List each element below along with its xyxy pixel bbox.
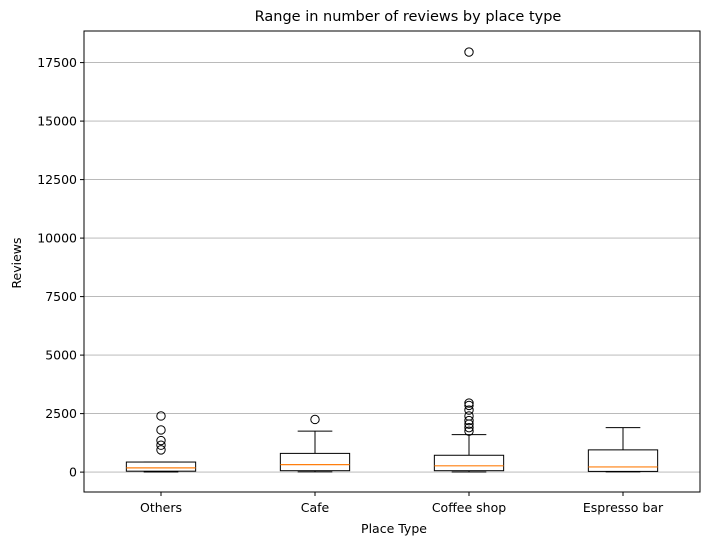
plot-area-frame [83, 30, 701, 493]
outlier-point [156, 435, 166, 446]
outlier-point [156, 411, 166, 421]
x-tick-label: Espresso bar [583, 500, 664, 515]
x-tick-label: Others [140, 500, 182, 515]
outlier-point [464, 422, 474, 433]
outlier-point [310, 414, 320, 425]
outlier-point [156, 445, 166, 455]
box-group-others [125, 411, 197, 473]
grid-lines [84, 62, 700, 473]
outlier-point [464, 400, 474, 411]
outlier-point [464, 405, 474, 415]
chart-title: Range in number of reviews by place type [255, 9, 562, 25]
iqr-box [125, 461, 197, 472]
outlier-point [464, 398, 474, 408]
outlier-point [464, 411, 474, 421]
y-tick-label: 7500 [45, 289, 77, 304]
box-group-cafe [279, 414, 351, 473]
box-plot-marks [125, 47, 659, 473]
iqr-box [587, 449, 659, 472]
y-axis-label: Reviews [9, 237, 24, 288]
x-axis-label: Place Type [361, 521, 427, 536]
outlier-point [464, 47, 474, 57]
outlier-point [464, 426, 474, 436]
outlier-point [156, 425, 166, 435]
iqr-box [279, 452, 351, 472]
x-tick-label: Coffee shop [432, 500, 506, 515]
iqr-box [433, 454, 505, 472]
y-tick-label: 15000 [37, 114, 77, 129]
outlier-point [464, 415, 474, 426]
box-group-coffee-shop [433, 47, 505, 473]
x-axis-ticks: Others Cafe Coffee shop Espresso bar [140, 492, 664, 515]
outlier-point [156, 440, 166, 450]
y-axis-ticks: 0 2500 5000 7500 10000 12500 15000 17500 [37, 55, 84, 480]
y-tick-label: 12500 [37, 172, 77, 187]
y-tick-label: 17500 [37, 55, 77, 70]
y-tick-label: 5000 [45, 348, 77, 363]
y-tick-label: 10000 [37, 231, 77, 246]
x-tick-label: Cafe [301, 500, 330, 515]
y-tick-label: 2500 [45, 406, 77, 421]
box-group-espresso-bar [587, 427, 659, 473]
y-tick-label: 0 [69, 465, 77, 480]
